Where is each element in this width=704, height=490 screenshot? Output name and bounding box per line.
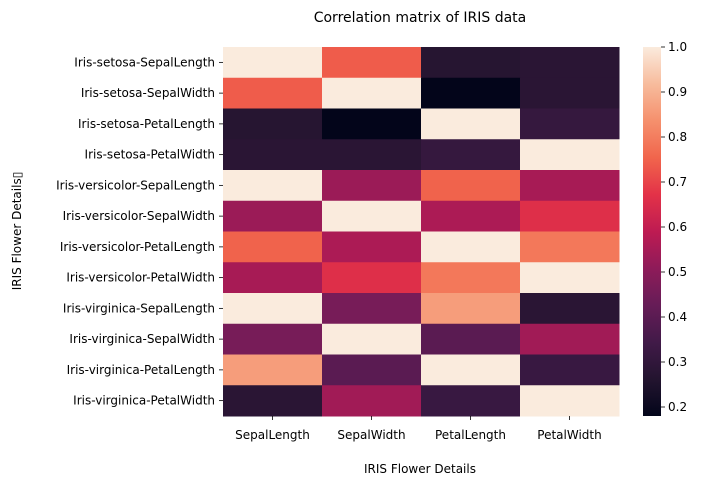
heatmap-cell — [421, 323, 521, 355]
heatmap-cell — [322, 139, 422, 171]
heatmap-cell — [322, 354, 422, 386]
heatmap-cell — [223, 47, 323, 79]
heatmap-cell — [421, 293, 521, 325]
heatmap-cell — [520, 293, 620, 325]
heatmap-cell — [520, 262, 620, 294]
heatmap-cell — [520, 200, 620, 232]
colorbar-tick-label: 0.2 — [668, 400, 687, 414]
colorbar: 0.2 0.3 0.4 0.5 0.6 0.7 0.8 0.9 1.0 — [643, 40, 687, 416]
heatmap-cell — [223, 200, 323, 232]
heatmap-cell — [520, 139, 620, 171]
chart-title: Correlation matrix of IRIS data — [314, 10, 527, 26]
heatmap-cell — [223, 77, 323, 109]
heatmap-cell — [223, 170, 323, 202]
colorbar-tick-label: 0.9 — [668, 85, 687, 99]
heatmap-cell — [223, 262, 323, 294]
row-label: Iris-virginica-PetalLength — [67, 363, 215, 377]
heatmap-cells — [223, 47, 620, 417]
colorbar-tick-label: 0.4 — [668, 310, 687, 324]
heatmap-cell — [223, 293, 323, 325]
colorbar-gradient — [643, 47, 661, 416]
heatmap-cell — [421, 200, 521, 232]
row-label: Iris-setosa-SepalLength — [74, 55, 215, 69]
x-axis-label: IRIS Flower Details — [364, 462, 476, 476]
heatmap-cell — [421, 139, 521, 171]
heatmap-cell — [421, 231, 521, 263]
column-label: SepalWidth — [337, 428, 405, 442]
row-label: Iris-virginica-PetalWidth — [73, 394, 215, 408]
heatmap-cell — [223, 231, 323, 263]
heatmap-cell — [520, 170, 620, 202]
heatmap-cell — [421, 262, 521, 294]
colorbar-tick-label: 0.8 — [668, 130, 687, 144]
column-label: PetalLength — [435, 428, 506, 442]
heatmap-cell — [520, 323, 620, 355]
colorbar-tick-label: 0.6 — [668, 220, 687, 234]
heatmap-cell — [421, 170, 521, 202]
colorbar-tick-label: 0.5 — [668, 265, 687, 279]
heatmap-cell — [322, 385, 422, 417]
colorbar-tick-label: 0.3 — [668, 355, 687, 369]
row-label: Iris-versicolor-SepalWidth — [63, 209, 215, 223]
column-labels: SepalLength SepalWidth PetalLength PetalWid… — [235, 416, 602, 442]
heatmap-cell — [520, 108, 620, 140]
row-label: Iris-setosa-PetalLength — [78, 117, 215, 131]
y-axis-label: IRIS Flower Details▯ — [10, 172, 24, 291]
heatmap-cell — [322, 231, 422, 263]
heatmap-cell — [322, 108, 422, 140]
heatmap-cell — [322, 262, 422, 294]
row-label: Iris-versicolor-PetalLength — [60, 240, 215, 254]
row-label: Iris-setosa-SepalWidth — [81, 86, 215, 100]
heatmap-cell — [520, 231, 620, 263]
heatmap-cell — [322, 323, 422, 355]
heatmap-cell — [322, 47, 422, 79]
row-label: Iris-versicolor-SepalLength — [56, 178, 215, 192]
heatmap-cell — [223, 354, 323, 386]
column-label: PetalWidth — [537, 428, 601, 442]
heatmap-cell — [421, 385, 521, 417]
row-label: Iris-versicolor-PetalWidth — [66, 271, 215, 285]
row-label: Iris-setosa-PetalWidth — [85, 148, 215, 162]
heatmap-cell — [223, 385, 323, 417]
heatmap-cell — [322, 77, 422, 109]
heatmap-cell — [322, 170, 422, 202]
heatmap-cell — [421, 47, 521, 79]
row-label: Iris-virginica-SepalLength — [63, 301, 215, 315]
colorbar-tick-label: 0.7 — [668, 175, 687, 189]
heatmap-cell — [520, 77, 620, 109]
heatmap-cell — [520, 354, 620, 386]
heatmap-cell — [421, 108, 521, 140]
heatmap-cell — [421, 354, 521, 386]
row-label: Iris-virginica-SepalWidth — [69, 332, 215, 346]
colorbar-tick-label: 1.0 — [668, 40, 687, 54]
heatmap-cell — [223, 108, 323, 140]
heatmap-cell — [421, 77, 521, 109]
heatmap-cell — [223, 139, 323, 171]
heatmap-cell — [322, 293, 422, 325]
heatmap-cell — [322, 200, 422, 232]
row-labels: Iris-setosa-SepalLength Iris-setosa-Sepal… — [56, 55, 223, 408]
heatmap-cell — [223, 323, 323, 355]
heatmap-cell — [520, 47, 620, 79]
heatmap-cell — [520, 385, 620, 417]
column-label: SepalLength — [235, 428, 310, 442]
